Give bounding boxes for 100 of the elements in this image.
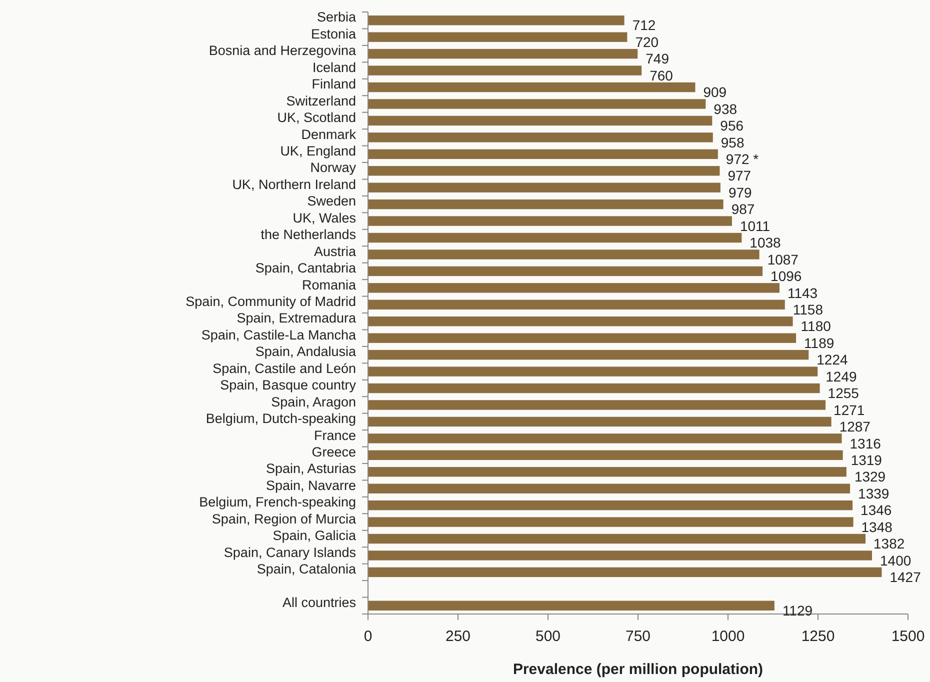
bar	[368, 333, 796, 343]
y-tick-label: Switzerland	[286, 93, 356, 108]
x-tick-label: 500	[535, 628, 561, 645]
bar	[368, 149, 718, 159]
x-tick-label: 1000	[711, 628, 745, 645]
data-label: 720	[635, 34, 659, 50]
bar	[368, 82, 696, 92]
bar	[368, 450, 843, 460]
y-tick-label: Iceland	[312, 60, 356, 75]
y-tick-label: Spain, Galicia	[272, 528, 356, 544]
bar	[368, 66, 642, 76]
bar	[368, 250, 760, 260]
x-tick-label: 750	[625, 628, 651, 645]
data-label: 1382	[874, 536, 905, 552]
bar	[368, 366, 818, 376]
bar	[368, 434, 842, 444]
data-label: 1329	[854, 468, 886, 485]
data-label: 1400	[880, 552, 912, 568]
bar	[368, 199, 724, 210]
x-tick-label: 1500	[891, 628, 925, 645]
y-tick-label: Spain, Castile-La Mancha	[201, 327, 356, 342]
y-tick-label: Spain, Castile and León	[212, 360, 356, 376]
data-label: 1287	[839, 418, 871, 435]
data-label: 1096	[770, 268, 802, 284]
bar	[368, 467, 846, 477]
y-tick-label: Denmark	[301, 126, 356, 142]
data-label: 1427	[890, 569, 922, 586]
data-label: 1038	[750, 234, 782, 251]
bar	[368, 567, 882, 578]
data-label: 972 *	[726, 150, 760, 167]
y-tick-label: UK, Northern Ireland	[232, 176, 356, 192]
data-label: 1271	[834, 402, 865, 418]
bar	[368, 266, 763, 276]
data-label: 1255	[828, 385, 860, 402]
data-label: 1249	[826, 368, 857, 384]
bar	[368, 99, 706, 109]
bar	[368, 484, 850, 494]
data-label: 1158	[792, 301, 824, 318]
bar	[368, 416, 832, 427]
y-tick-label: Finland	[312, 76, 356, 92]
bar	[368, 232, 742, 243]
y-tick-label: UK, Scotland	[277, 110, 356, 126]
data-label: 1319	[850, 452, 882, 468]
data-label: 977	[728, 168, 752, 184]
bar	[368, 16, 624, 26]
data-label: 1348	[861, 518, 893, 535]
data-label: 1189	[804, 334, 834, 351]
data-label: 938	[714, 100, 738, 117]
data-label: 979	[728, 184, 752, 200]
y-tick-label: UK, England	[280, 143, 356, 158]
data-label: 958	[720, 134, 744, 150]
bar	[368, 283, 780, 293]
bar	[368, 182, 720, 192]
y-tick-label: Spain, Basque country	[220, 378, 356, 393]
bar	[368, 132, 713, 142]
bar	[368, 500, 853, 510]
x-tick-label: 1250	[801, 628, 835, 645]
bar	[368, 400, 826, 410]
data-label: 1087	[767, 251, 799, 268]
bar	[368, 550, 872, 560]
y-tick-label: Spain, Community of Madrid	[186, 294, 356, 309]
x-tick-label: 0	[364, 628, 372, 645]
y-tick-label: Serbia	[316, 10, 356, 25]
data-label: 712	[632, 17, 656, 34]
bar	[368, 116, 712, 126]
y-tick-label: Spain, Extremadura	[236, 310, 356, 326]
y-tick-label: Austria	[314, 244, 356, 259]
data-label: 1339	[858, 485, 890, 502]
bar	[368, 350, 809, 360]
data-label: 1316	[850, 435, 882, 452]
y-tick-label: Norway	[310, 160, 356, 176]
x-axis-title: Prevalence (per million population)	[512, 661, 764, 678]
data-label: 1224	[816, 352, 848, 368]
y-tick-label: Belgium, French-speaking	[199, 494, 356, 510]
data-label: 1011	[740, 218, 770, 234]
y-tick-label: the Netherlands	[260, 227, 356, 242]
data-label: 1180	[800, 318, 832, 334]
data-label: 1129	[782, 602, 813, 618]
data-label: 909	[703, 84, 727, 100]
y-tick-label: Spain, Aragon	[271, 394, 356, 410]
bar	[368, 600, 774, 610]
bar	[368, 216, 732, 226]
y-tick-label: Greece	[312, 444, 356, 460]
y-tick-label: Spain, Cantabria	[255, 260, 356, 276]
bar	[368, 534, 866, 544]
y-tick-label: All countries	[282, 594, 356, 610]
data-label: 1143	[787, 284, 818, 301]
data-label: 760	[650, 67, 674, 84]
data-label: 987	[731, 201, 755, 218]
y-tick-label: Belgium, Dutch-speaking	[206, 411, 356, 426]
y-tick-label: Spain, Catalonia	[256, 562, 356, 577]
y-tick-label: France	[314, 428, 356, 443]
y-tick-label: Sweden	[307, 194, 356, 209]
data-label: 956	[720, 118, 744, 134]
y-tick-label: Estonia	[310, 26, 356, 42]
bar	[368, 517, 854, 527]
bar	[368, 383, 820, 394]
y-tick-label: Spain, Region of Murcia	[212, 511, 356, 526]
y-tick-label: Spain, Canary Islands	[224, 544, 356, 560]
y-tick-label: Spain, Asturias	[266, 461, 356, 476]
